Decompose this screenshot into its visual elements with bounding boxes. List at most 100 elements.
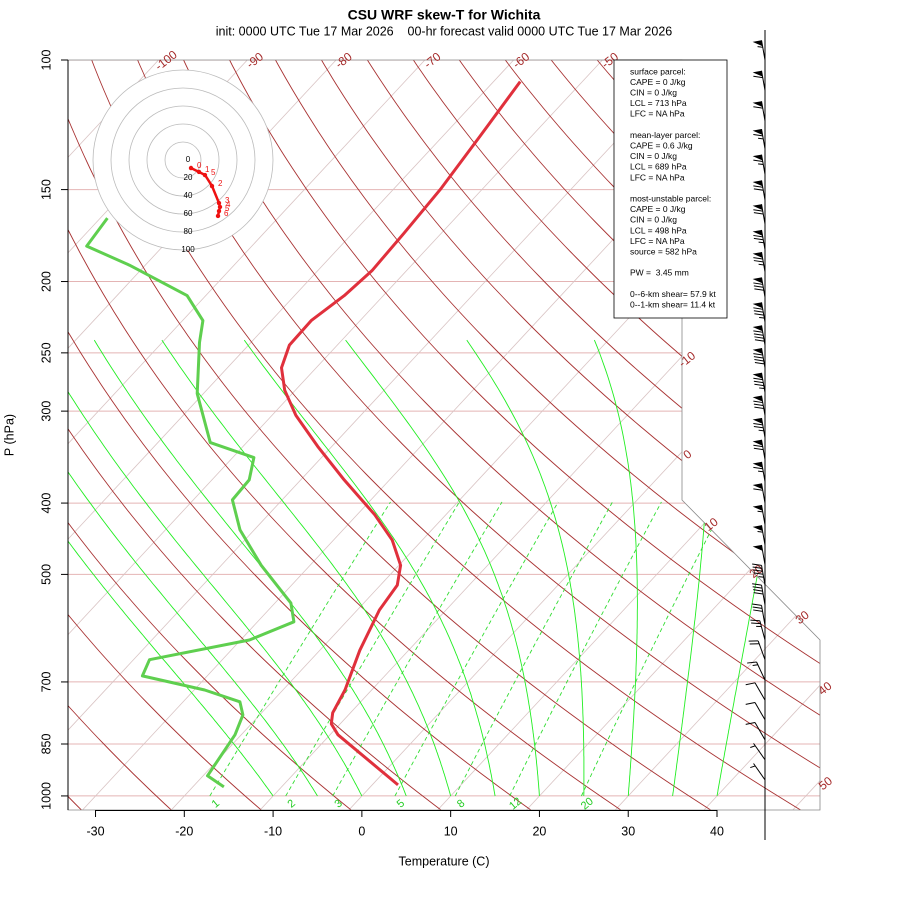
hodograph-label: 4 [226, 200, 231, 209]
hodograph-label: 1 [205, 165, 210, 174]
wind-barb [752, 563, 766, 586]
y-axis-label: P (hPa) [2, 414, 16, 456]
info-box [613, 59, 728, 319]
wind-barb [752, 395, 766, 416]
hodograph-point [202, 172, 208, 178]
y-tick-label: 250 [39, 342, 53, 363]
barb-feather [753, 282, 763, 285]
moist-adiabat [161, 339, 452, 797]
info-text: mean-layer parcel: [630, 130, 700, 140]
y-tick-label: 150 [39, 179, 53, 200]
wind-barb [752, 461, 766, 482]
y-tick-label: 700 [39, 671, 53, 692]
barb-staff [757, 640, 766, 660]
chart-subtitle: init: 0000 UTC Tue 17 Mar 2026 00-hr for… [216, 24, 673, 38]
hodograph-ring-label: 20 [184, 173, 193, 182]
hodograph-label: 0 [197, 161, 202, 170]
barb-feather [753, 285, 764, 288]
barb-feather [753, 569, 763, 572]
mixing-ratio-line [285, 501, 460, 797]
wind-barb [750, 619, 766, 641]
moist-adiabat [68, 339, 318, 797]
wind-barb [752, 544, 766, 565]
barb-half-feather [759, 387, 765, 390]
wind-barb [752, 348, 766, 368]
hodograph-label: 2 [218, 179, 223, 188]
info-text: surface parcel: [630, 66, 686, 76]
info-text: LCL = 713 hPa [630, 98, 687, 108]
barb-feather [753, 353, 763, 356]
barb-feather [753, 380, 764, 384]
wind-barb [745, 701, 766, 721]
dry-adiabat [275, 60, 820, 810]
barb-half-feather [758, 163, 764, 165]
barb-half-feather [758, 241, 764, 244]
hodograph-ring-label: 40 [184, 191, 193, 200]
hodograph-ring [110, 87, 256, 233]
hodograph-point [217, 204, 223, 210]
moist-adiabat [243, 339, 496, 797]
barb-feather [750, 619, 760, 622]
x-tick-label: -10 [264, 824, 282, 838]
barb-feather [752, 566, 763, 569]
x-tick-label: 40 [710, 824, 724, 838]
info-text: most-unstable parcel: [630, 193, 711, 203]
moist-adiabat [68, 339, 274, 797]
barb-feather [745, 722, 756, 725]
wind-barb [752, 277, 766, 298]
barb-feather [753, 444, 763, 448]
barb-pennant [752, 204, 763, 211]
info-text: CAPE = 0 J/kg [630, 77, 686, 87]
wind-barb [750, 763, 766, 781]
barb-half-feather [759, 316, 765, 319]
wind-barb [752, 180, 766, 201]
moist-adiabat [68, 339, 363, 797]
barb-feather [753, 188, 764, 191]
wind-barb [752, 504, 766, 525]
barb-pennant [752, 101, 763, 108]
dry-adiabat [68, 60, 262, 810]
hodograph-label: 6 [224, 209, 229, 218]
hodograph-point [188, 165, 194, 171]
barb-half-feather [758, 137, 764, 140]
barb-feather [753, 212, 764, 215]
dry-adiabat [229, 60, 820, 810]
y-tick-label: 200 [39, 271, 53, 292]
barb-feather [753, 333, 764, 336]
x-tick-label: 30 [621, 824, 635, 838]
barb-staff [761, 605, 766, 626]
barb-staff [754, 702, 766, 721]
wind-barb [752, 525, 766, 546]
wind-barb [752, 483, 766, 504]
barb-feather [753, 260, 764, 263]
moist-adiabat [593, 339, 638, 797]
info-text: LFC = NA hPa [630, 236, 685, 246]
dry-adiabat [68, 60, 352, 810]
barb-half-feather [758, 263, 764, 266]
barb-feather [753, 234, 763, 238]
barb-feather [753, 403, 764, 407]
info-text: CAPE = 0.6 J/kg [630, 140, 693, 150]
hodograph-ring [128, 105, 238, 215]
wind-barb [752, 325, 766, 346]
info-text: LFC = NA hPa [630, 172, 685, 182]
barb-feather [753, 159, 763, 163]
barb-staff [761, 565, 766, 586]
wind-barb [752, 40, 766, 61]
barb-feather [745, 701, 756, 705]
barb-feather [754, 288, 764, 291]
barb-feather [753, 209, 763, 212]
barb-staff [761, 585, 766, 605]
barb-feather [753, 425, 764, 429]
isotherm [68, 60, 692, 810]
info-text: LCL = 498 hPa [630, 225, 687, 235]
barb-half-feather [758, 470, 764, 473]
barb-feather [753, 423, 763, 426]
barb-feather [753, 134, 763, 137]
chart-title: CSU WRF skew-T for Wichita [348, 7, 541, 23]
wind-barb [752, 101, 766, 122]
barb-half-feather [758, 576, 764, 578]
info-text: PW = 3.45 mm [630, 268, 689, 278]
barb-staff [756, 661, 766, 681]
